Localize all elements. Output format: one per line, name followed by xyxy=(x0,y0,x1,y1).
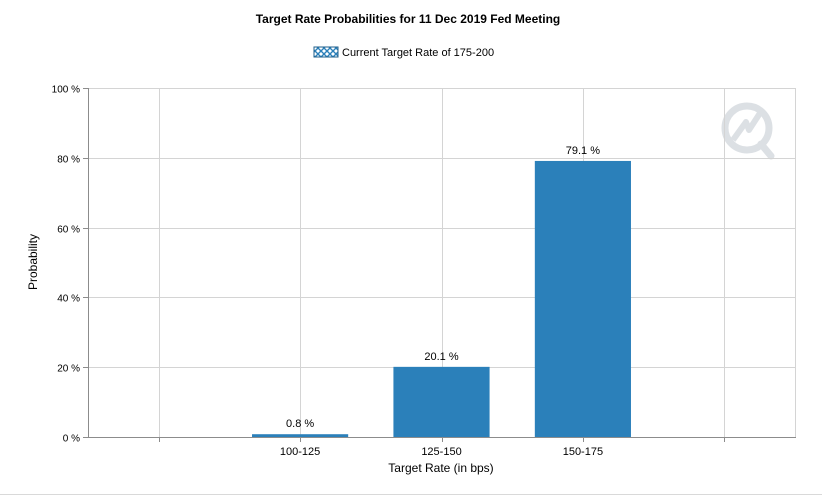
axes: 0 % 20 % 40 % 60 % 80 % 100 % 100-125 125-150 15… xyxy=(52,85,796,458)
bottom-divider xyxy=(0,494,822,495)
y-tick-label: 100 % xyxy=(52,85,80,96)
x-tick-label: 125-150 xyxy=(421,446,461,458)
y-tick-label: 20 % xyxy=(57,364,80,375)
data-label: 20.1 % xyxy=(424,351,458,363)
x-axis-title: Target Rate (in bps) xyxy=(388,461,493,475)
data-label: 0.8 % xyxy=(286,418,314,430)
y-tick-label: 0 % xyxy=(63,434,80,445)
gridlines xyxy=(88,88,796,437)
data-labels: 0.8 % 20.1 % 79.1 % xyxy=(286,145,600,430)
legend[interactable]: Current Target Rate of 175-200 xyxy=(313,46,494,59)
bars xyxy=(252,160,631,438)
y-tick-label: 80 % xyxy=(57,155,80,166)
y-tick-label: 60 % xyxy=(57,225,80,236)
legend-swatch xyxy=(313,46,339,58)
bar-125-150[interactable] xyxy=(393,366,490,437)
legend-label: Current Target Rate of 175-200 xyxy=(342,47,494,59)
data-label: 79.1 % xyxy=(566,145,600,157)
x-tick-label: 100-125 xyxy=(280,446,320,458)
chart-title: Target Rate Probabilities for 11 Dec 201… xyxy=(256,12,561,26)
y-tick-label: 40 % xyxy=(57,294,80,305)
bar-150-175[interactable] xyxy=(534,160,631,438)
bar-100-125[interactable] xyxy=(252,434,349,437)
y-axis-title: Probability xyxy=(26,234,40,290)
x-tick-label: 150-175 xyxy=(563,446,603,458)
